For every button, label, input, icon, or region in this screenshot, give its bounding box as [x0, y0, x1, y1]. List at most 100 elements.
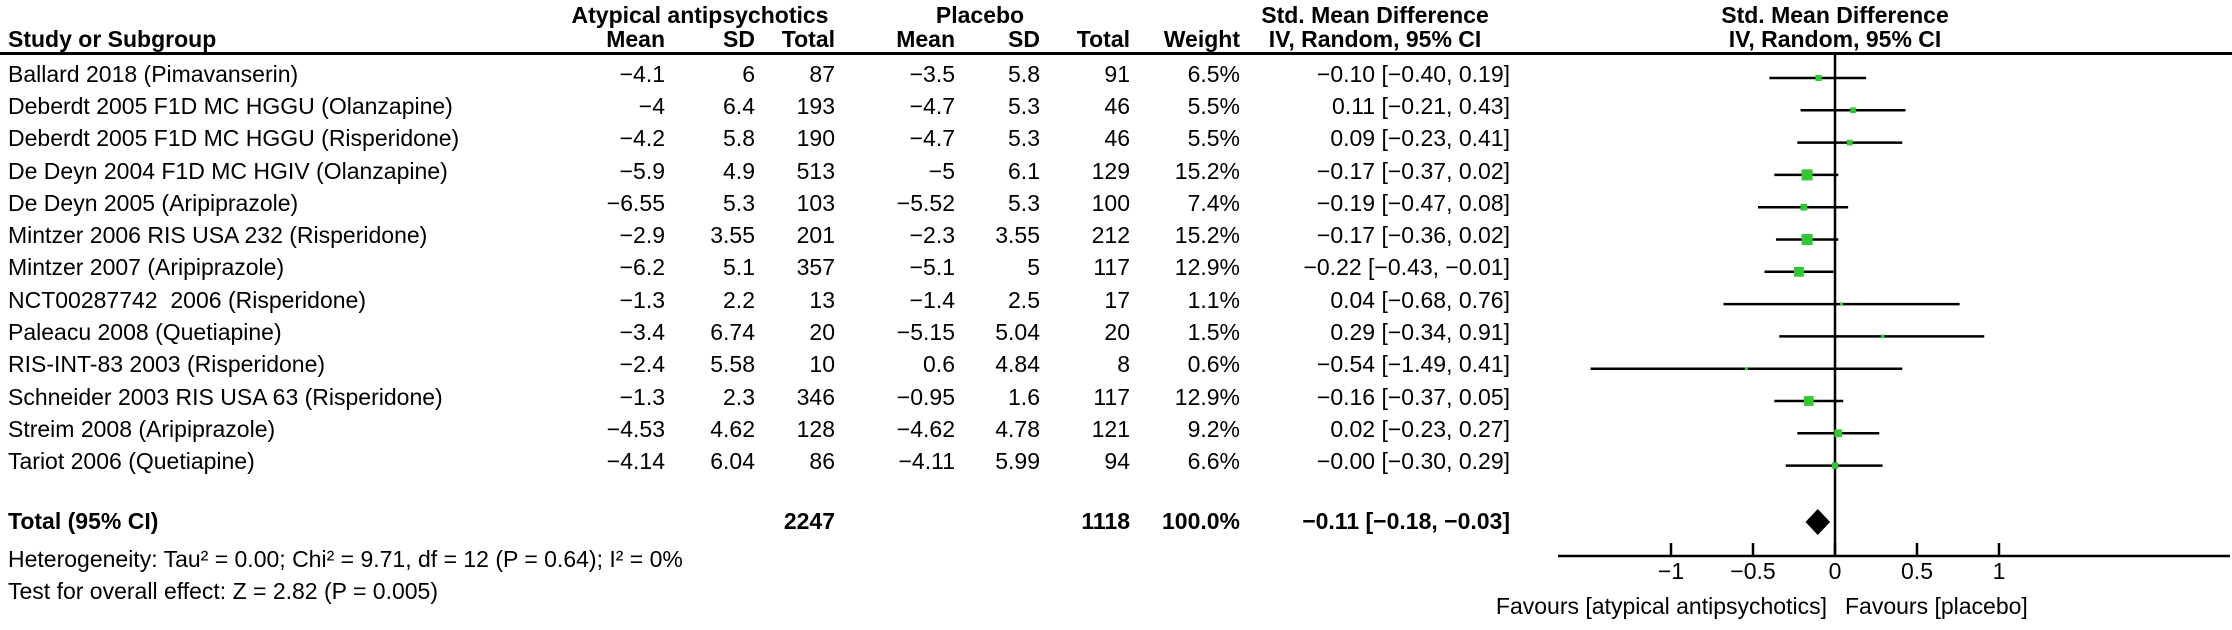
smd-ci-value: −0.17 [−0.36, 0.02]	[1316, 222, 1510, 249]
placebo-total-value: 129	[1091, 157, 1130, 184]
smd-ci-value: −0.16 [−0.37, 0.05]	[1316, 383, 1510, 410]
table-row: De Deyn 2004 F1D MC HGIV (Olanzapine) −5…	[0, 155, 1510, 187]
weight-value: 7.4%	[1187, 189, 1240, 216]
table-row: Mintzer 2006 RIS USA 232 (Risperidone) −…	[0, 219, 1510, 251]
axis-tick-label: 1	[1992, 558, 2006, 584]
smd-ci-value: 0.11 [−0.21, 0.43]	[1332, 92, 1510, 119]
smd-ci-value: −0.22 [−0.43, −0.01]	[1303, 254, 1510, 281]
treatment-total-value: 86	[809, 448, 835, 475]
total-row-label: Total (95% CI)	[8, 508, 159, 534]
treatment-mean-value: −2.4	[619, 351, 665, 378]
treatment-mean-value: −1.3	[619, 286, 665, 313]
placebo-mean-value: −2.3	[909, 222, 955, 249]
placebo-sd-value: 5.04	[995, 319, 1040, 346]
placebo-total-value: 8	[1117, 351, 1130, 378]
treatment-total-value: 346	[796, 383, 835, 410]
col-header-mean-placebo: Mean	[896, 26, 955, 52]
treatment-total-value: 193	[796, 92, 835, 119]
weight-value: 6.6%	[1187, 448, 1240, 475]
study-label: De Deyn 2004 F1D MC HGIV (Olanzapine)	[8, 157, 448, 184]
placebo-total-value: 94	[1104, 448, 1130, 475]
treatment-sd-value: 5.1	[723, 254, 755, 281]
placebo-mean-value: −4.7	[909, 125, 955, 152]
weight-value: 12.9%	[1174, 254, 1240, 281]
treatment-mean-value: −1.3	[619, 383, 665, 410]
treatment-mean-value: −2.9	[619, 222, 665, 249]
header-rule	[0, 52, 2232, 55]
effect-marker	[1744, 367, 1748, 371]
treatment-sd-value: 2.3	[723, 383, 755, 410]
treatment-total-value: 201	[796, 222, 835, 249]
group-header-placebo: Placebo	[935, 2, 1025, 28]
overall-effect-text: Test for overall effect: Z = 2.82 (P = 0…	[8, 578, 438, 604]
placebo-total-value: 100	[1091, 189, 1130, 216]
study-label: NCT00287742 2006 (Risperidone)	[8, 286, 366, 313]
col-header-sd-placebo: SD	[1008, 26, 1040, 52]
table-row: RIS-INT-83 2003 (Risperidone) −2.4 5.58 …	[0, 349, 1510, 381]
study-label: De Deyn 2005 (Aripiprazole)	[8, 189, 299, 216]
weight-value: 0.6%	[1187, 351, 1240, 378]
treatment-total-value: 128	[796, 415, 835, 442]
placebo-mean-value: −5.52	[896, 189, 955, 216]
axis-tick-label: 0.5	[1901, 558, 1933, 584]
weight-value: 6.5%	[1187, 60, 1240, 87]
total-weight: 100.0%	[1161, 508, 1240, 534]
treatment-sd-value: 3.55	[710, 222, 755, 249]
placebo-sd-value: 5	[1027, 254, 1040, 281]
effect-marker	[1794, 266, 1804, 277]
treatment-mean-value: −3.4	[619, 319, 665, 346]
effect-marker	[1800, 203, 1808, 211]
weight-value: 12.9%	[1174, 383, 1240, 410]
col-header-mean-treatment: Mean	[606, 26, 665, 52]
smd-ci-value: −0.54 [−1.49, 0.41]	[1316, 351, 1510, 378]
placebo-total-value: 17	[1104, 286, 1130, 313]
placebo-sd-value: 6.1	[1008, 157, 1040, 184]
placebo-mean-value: −1.4	[909, 286, 955, 313]
table-row: Streim 2008 (Aripiprazole) −4.53 4.62 12…	[0, 413, 1510, 445]
effect-marker	[1850, 107, 1856, 114]
treatment-sd-value: 6.74	[710, 319, 755, 346]
placebo-total-value: 46	[1104, 125, 1130, 152]
study-label: Tariot 2006 (Quetiapine)	[8, 448, 255, 475]
table-row: Ballard 2018 (Pimavanserin) −4.1 6 87 −3…	[0, 58, 1510, 90]
group-header-smd-plot: Std. Mean Difference	[1721, 2, 1949, 28]
smd-ci-value: 0.09 [−0.23, 0.41]	[1330, 125, 1510, 152]
effect-marker	[1846, 139, 1853, 146]
table-row: Paleacu 2008 (Quetiapine) −3.4 6.74 20 −…	[0, 316, 1510, 348]
treatment-mean-value: −4	[638, 92, 665, 119]
col-header-total-treatment: Total	[781, 26, 835, 52]
treatment-sd-value: 6.4	[723, 92, 755, 119]
smd-ci-value: 0.29 [−0.34, 0.91]	[1330, 319, 1510, 346]
study-label: Mintzer 2006 RIS USA 232 (Risperidone)	[8, 222, 428, 249]
total-diamond	[1805, 509, 1831, 535]
effect-marker	[1801, 169, 1813, 181]
treatment-sd-value: 5.58	[710, 351, 755, 378]
treatment-total-value: 87	[809, 60, 835, 87]
treatment-sd-value: 2.2	[723, 286, 755, 313]
placebo-mean-value: −3.5	[909, 60, 955, 87]
placebo-sd-value: 3.55	[995, 222, 1040, 249]
col-header-total-placebo: Total	[1076, 26, 1130, 52]
forest-plot-canvas	[1558, 55, 2230, 558]
treatment-total-value: 103	[796, 189, 835, 216]
smd-ci-value: −0.17 [−0.37, 0.02]	[1316, 157, 1510, 184]
weight-value: 15.2%	[1174, 222, 1240, 249]
effect-marker	[1880, 334, 1885, 339]
treatment-total-value: 357	[796, 254, 835, 281]
effect-marker	[1834, 429, 1843, 438]
placebo-sd-value: 5.8	[1008, 60, 1040, 87]
axis-tick-label: 0	[1828, 558, 1842, 584]
favours-left-label: Favours [atypical antipsychotics]	[1495, 593, 1827, 619]
treatment-mean-value: −5.9	[619, 157, 665, 184]
effect-marker	[1839, 302, 1844, 306]
smd-ci-value: −0.00 [−0.30, 0.29]	[1316, 448, 1510, 475]
axis-tick-label: −1	[1657, 558, 1685, 584]
placebo-mean-value: −5.1	[909, 254, 955, 281]
treatment-total-value: 20	[809, 319, 835, 346]
placebo-sd-value: 5.3	[1008, 92, 1040, 119]
treatment-sd-value: 6	[742, 60, 755, 87]
placebo-sd-value: 5.3	[1008, 189, 1040, 216]
placebo-total-value: 20	[1104, 319, 1130, 346]
placebo-sd-value: 4.84	[995, 351, 1040, 378]
treatment-sd-value: 5.3	[723, 189, 755, 216]
